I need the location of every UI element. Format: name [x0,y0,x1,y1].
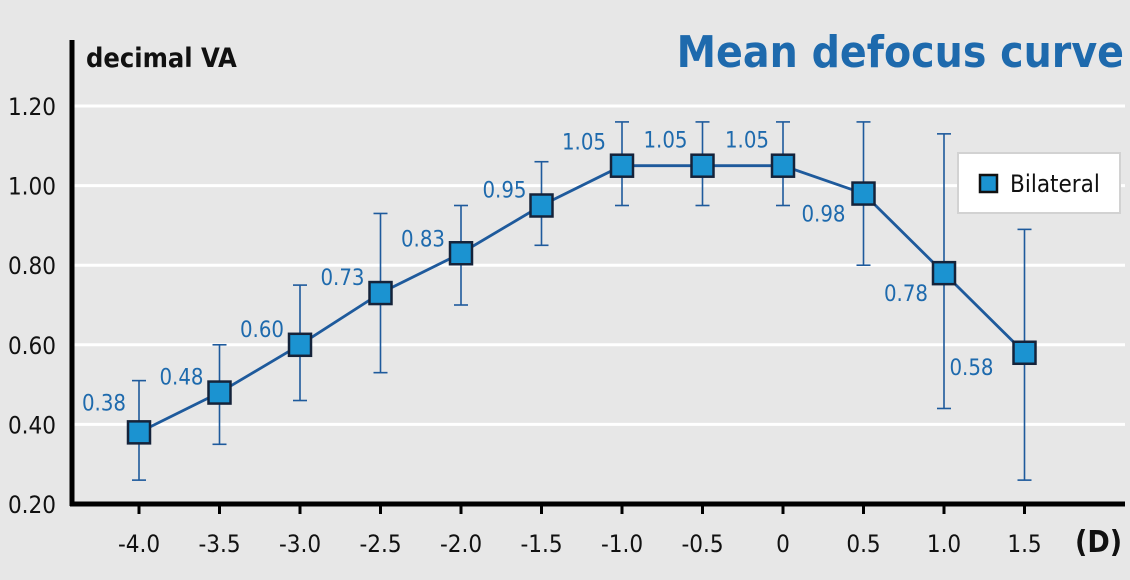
chart-title: Mean defocus curve [677,27,1124,78]
data-label-5: 0.95 [482,179,526,204]
x-tick-label-1: -3.5 [198,530,240,558]
data-label-8: 1.05 [725,129,769,154]
y-tick-label-2: 0.60 [8,332,56,360]
x-axis-unit: (D) [1075,525,1122,560]
x-tick-label-5: -1.5 [520,530,562,558]
x-tick-label-2: -3.0 [279,530,321,558]
x-tick-label-4: -2.0 [440,530,482,558]
y-axis-label: decimal VA [86,43,237,74]
data-point-5 [529,193,554,218]
data-point-2 [287,332,313,358]
data-label-7: 1.05 [643,129,687,154]
data-point-9 [851,181,876,206]
x-tick-label-0: -4.0 [118,530,160,558]
data-label-6: 1.05 [562,131,606,156]
y-tick-label-5: 1.20 [8,93,56,121]
x-tick-label-6: -1.0 [601,530,643,558]
data-label-9: 0.98 [801,203,845,228]
data-label-4: 0.83 [401,227,445,252]
series-line-bilateral [138,164,1026,434]
legend-marker-icon [978,173,999,194]
data-label-2: 0.60 [240,318,284,343]
data-point-1 [207,380,232,405]
x-tick-label-11: 1.5 [1007,530,1041,558]
data-label-3: 0.73 [320,266,364,291]
x-tick-label-10: 1.0 [927,530,961,558]
data-label-11: 0.58 [949,356,993,381]
gridlines [72,104,1125,426]
x-tick-label-3: -2.5 [359,530,401,558]
data-label-1: 0.48 [159,366,203,391]
legend-entry-bilateral: Bilateral [1010,170,1100,198]
y-tick-label-3: 0.80 [8,252,56,280]
y-tick-label-4: 1.00 [8,173,56,201]
data-point-10 [931,260,957,286]
axes [69,40,1125,514]
x-tick-label-7: -0.5 [681,530,723,558]
data-point-7 [690,153,715,178]
data-point-8 [770,153,796,178]
data-point-6 [609,153,635,178]
data-label-10: 0.78 [884,282,928,307]
y-tick-label-0: 0.20 [8,491,56,519]
data-point-0 [126,420,152,445]
series-bilateral [126,121,1037,481]
data-point-11 [1012,340,1037,366]
tick-labels: 0.200.400.600.801.001.20-4.0 -3.5 -3.0 -2.5… [8,93,1042,558]
x-tick-label-8: 0 [776,530,790,558]
data-point-3 [368,280,393,306]
legend: Bilateral [957,152,1121,214]
x-tick-label-9: 0.5 [846,530,880,558]
data-labels: 0.38 0.48 0.60 0.73 0.83 0.95 1.05 1.05 1.05 0.98… [82,129,994,417]
data-label-0: 0.38 [82,391,126,416]
y-tick-label-1: 0.40 [8,411,56,439]
data-point-4 [448,241,474,266]
